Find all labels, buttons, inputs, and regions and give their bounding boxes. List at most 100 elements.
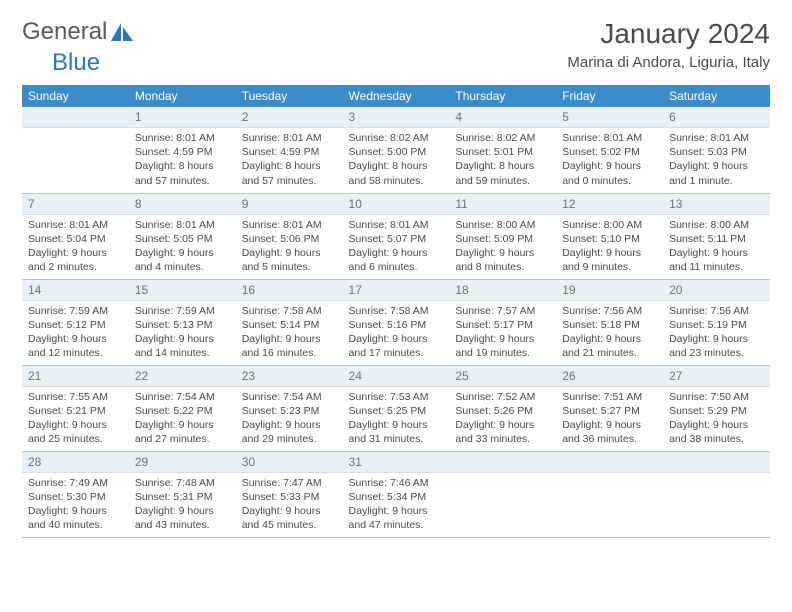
sunrise-line: Sunrise: 8:01 AM [562,132,642,144]
sunset-line: Sunset: 4:59 PM [242,146,320,158]
sunrise-line: Sunrise: 7:49 AM [28,477,108,489]
daylight-line: Daylight: 8 hours and 58 minutes. [349,160,428,186]
day-details: Sunrise: 7:58 AMSunset: 5:16 PMDaylight:… [343,301,450,365]
daylight-line: Daylight: 9 hours and 2 minutes. [28,247,107,273]
location: Marina di Andora, Liguria, Italy [567,54,770,71]
day-details: Sunrise: 8:01 AM Sunset: 5:02 PM Daylight:… [556,128,663,192]
month-title: January 2024 [567,18,770,50]
calendar-head: SundayMondayTuesdayWednesdayThursdayFrid… [22,85,770,107]
sunrise-line: Sunrise: 7:50 AM [669,391,749,403]
calendar-cell: 9Sunrise: 8:01 AMSunset: 5:06 PMDaylight… [236,193,343,279]
sunrise-line: Sunrise: 8:01 AM [242,219,322,231]
day-details: Sunrise: 7:56 AMSunset: 5:19 PMDaylight:… [663,301,770,365]
sunset-line: Sunset: 5:13 PM [135,319,213,331]
daylight-line: Daylight: 9 hours and 6 minutes. [349,247,428,273]
sunrise-line: Sunrise: 8:02 AM [349,132,429,144]
calendar-body: 1 Sunrise: 8:01 AM Sunset: 4:59 PM Daylight… [22,107,770,537]
day-details: Sunrise: 8:02 AMSunset: 5:01 PMDaylight:… [449,128,556,192]
sunrise-line: Sunrise: 7:53 AM [349,391,429,403]
day-number: 12 [556,194,663,215]
day-number: 21 [22,366,129,387]
day-details: Sunrise: 8:01 AMSunset: 4:59 PMDaylight:… [129,128,236,192]
sunrise-line: Sunrise: 7:56 AM [669,305,749,317]
sunrise-line: Sunrise: 8:01 AM [28,219,108,231]
sunset-line: Sunset: 5:31 PM [135,491,213,503]
daylight-line: Daylight: 9 hours and 11 minutes. [669,247,748,273]
daylight-line: Daylight: 9 hours and 21 minutes. [562,333,641,359]
sunrise-line: Sunrise: 8:01 AM [669,132,749,144]
sunrise-line: Sunrise: 7:56 AM [562,305,642,317]
sunrise-line: Sunrise: 8:01 AM [135,219,215,231]
weekday-header: Tuesday [236,85,343,107]
daylight-line: Daylight: 9 hours and 9 minutes. [562,247,641,273]
daylight-line: Daylight: 9 hours and 17 minutes. [349,333,428,359]
brand-logo: General [22,18,135,46]
sunrise-line: Sunrise: 7:54 AM [242,391,322,403]
sunset-line: Sunset: 5:09 PM [455,233,533,245]
calendar-cell: 11Sunrise: 8:00 AMSunset: 5:09 PMDayligh… [449,193,556,279]
calendar-cell: 20Sunrise: 7:56 AMSunset: 5:19 PMDayligh… [663,279,770,365]
day-number: 28 [22,452,129,473]
daylight-line: Daylight: 9 hours and 5 minutes. [242,247,321,273]
calendar-cell [663,451,770,537]
day-number: 1 [129,107,236,128]
sunset-line: Sunset: 5:30 PM [28,491,106,503]
daylight-line: Daylight: 9 hours and 25 minutes. [28,419,107,445]
sunset-line: Sunset: 4:59 PM [135,146,213,158]
day-details: Sunrise: 8:01 AM Sunset: 5:06 PM Daylight:… [236,215,343,279]
day-details: Sunrise: 7:55 AMSunset: 5:21 PMDaylight:… [22,387,129,451]
sunset-line: Sunset: 5:19 PM [669,319,747,331]
day-number: 2 [236,107,343,128]
calendar-cell: 13Sunrise: 8:00 AMSunset: 5:11 PMDayligh… [663,193,770,279]
calendar-cell: 1Sunrise: 8:01 AMSunset: 4:59 PMDaylight… [129,107,236,193]
sunrise-line: Sunrise: 7:58 AM [242,305,322,317]
calendar-cell: 25Sunrise: 7:52 AMSunset: 5:26 PMDayligh… [449,365,556,451]
daylight-line: Daylight: 9 hours and 19 minutes. [455,333,534,359]
calendar-cell: 23Sunrise: 7:54 AMSunset: 5:23 PMDayligh… [236,365,343,451]
sunset-line: Sunset: 5:29 PM [669,405,747,417]
sunrise-line: Sunrise: 8:00 AM [562,219,642,231]
calendar-cell: 19Sunrise: 7:56 AMSunset: 5:18 PMDayligh… [556,279,663,365]
sunrise-line: Sunrise: 7:47 AM [242,477,322,489]
sunset-line: Sunset: 5:18 PM [562,319,640,331]
sunrise-line: Sunrise: 7:59 AM [135,305,215,317]
calendar-page: General January 2024 Marina di Andora, L… [0,0,792,556]
calendar-cell: 22Sunrise: 7:54 AMSunset: 5:22 PMDayligh… [129,365,236,451]
calendar-row: 7Sunrise: 8:01 AMSunset: 5:04 PMDaylight… [22,193,770,279]
title-block: January 2024 Marina di Andora, Liguria, … [567,18,770,71]
weekday-header: Sunday [22,85,129,107]
weekday-header: Wednesday [343,85,450,107]
day-number: 29 [129,452,236,473]
daylight-line: Daylight: 8 hours and 57 minutes. [242,160,321,186]
day-number: 8 [129,194,236,215]
daylight-line: Daylight: 9 hours and 14 minutes. [135,333,214,359]
brand-part1: General [22,18,107,46]
brand-part2: Blue [52,49,100,76]
sunset-line: Sunset: 5:25 PM [349,405,427,417]
day-number: 22 [129,366,236,387]
sunset-line: Sunset: 5:27 PM [562,405,640,417]
sail-icon [109,21,135,43]
day-details: Sunrise: 7:49 AMSunset: 5:30 PMDaylight:… [22,473,129,537]
day-number: 11 [449,194,556,215]
sunset-line: Sunset: 5:21 PM [28,405,106,417]
daylight-line: Daylight: 9 hours and 0 minutes. [562,160,641,186]
sunset-line: Sunset: 5:04 PM [28,233,106,245]
day-number: 17 [343,280,450,301]
sunrise-line: Sunrise: 8:01 AM [135,132,215,144]
day-number: 10 [343,194,450,215]
sunset-line: Sunset: 5:10 PM [562,233,640,245]
day-details: Sunrise: 7:59 AM Sunset: 5:13 PM Daylight:… [129,301,236,365]
sunset-line: Sunset: 5:06 PM [242,233,320,245]
day-details: Sunrise: 7:48 AM Sunset: 5:31 PM Daylight:… [129,473,236,537]
daylight-line: Daylight: 9 hours and 27 minutes. [135,419,214,445]
day-details: Sunrise: 7:53 AMSunset: 5:25 PMDaylight:… [343,387,450,451]
day-details: Sunrise: 8:01 AM Sunset: 5:04 PM Daylight:… [22,215,129,279]
day-details: Sunrise: 7:52 AMSunset: 5:26 PMDaylight:… [449,387,556,451]
sunset-line: Sunset: 5:02 PM [562,146,640,158]
sunset-line: Sunset: 5:22 PM [135,405,213,417]
day-number: 30 [236,452,343,473]
daylight-line: Daylight: 9 hours and 43 minutes. [135,505,214,531]
sunrise-line: Sunrise: 7:51 AM [562,391,642,403]
sunrise-line: Sunrise: 7:48 AM [135,477,215,489]
